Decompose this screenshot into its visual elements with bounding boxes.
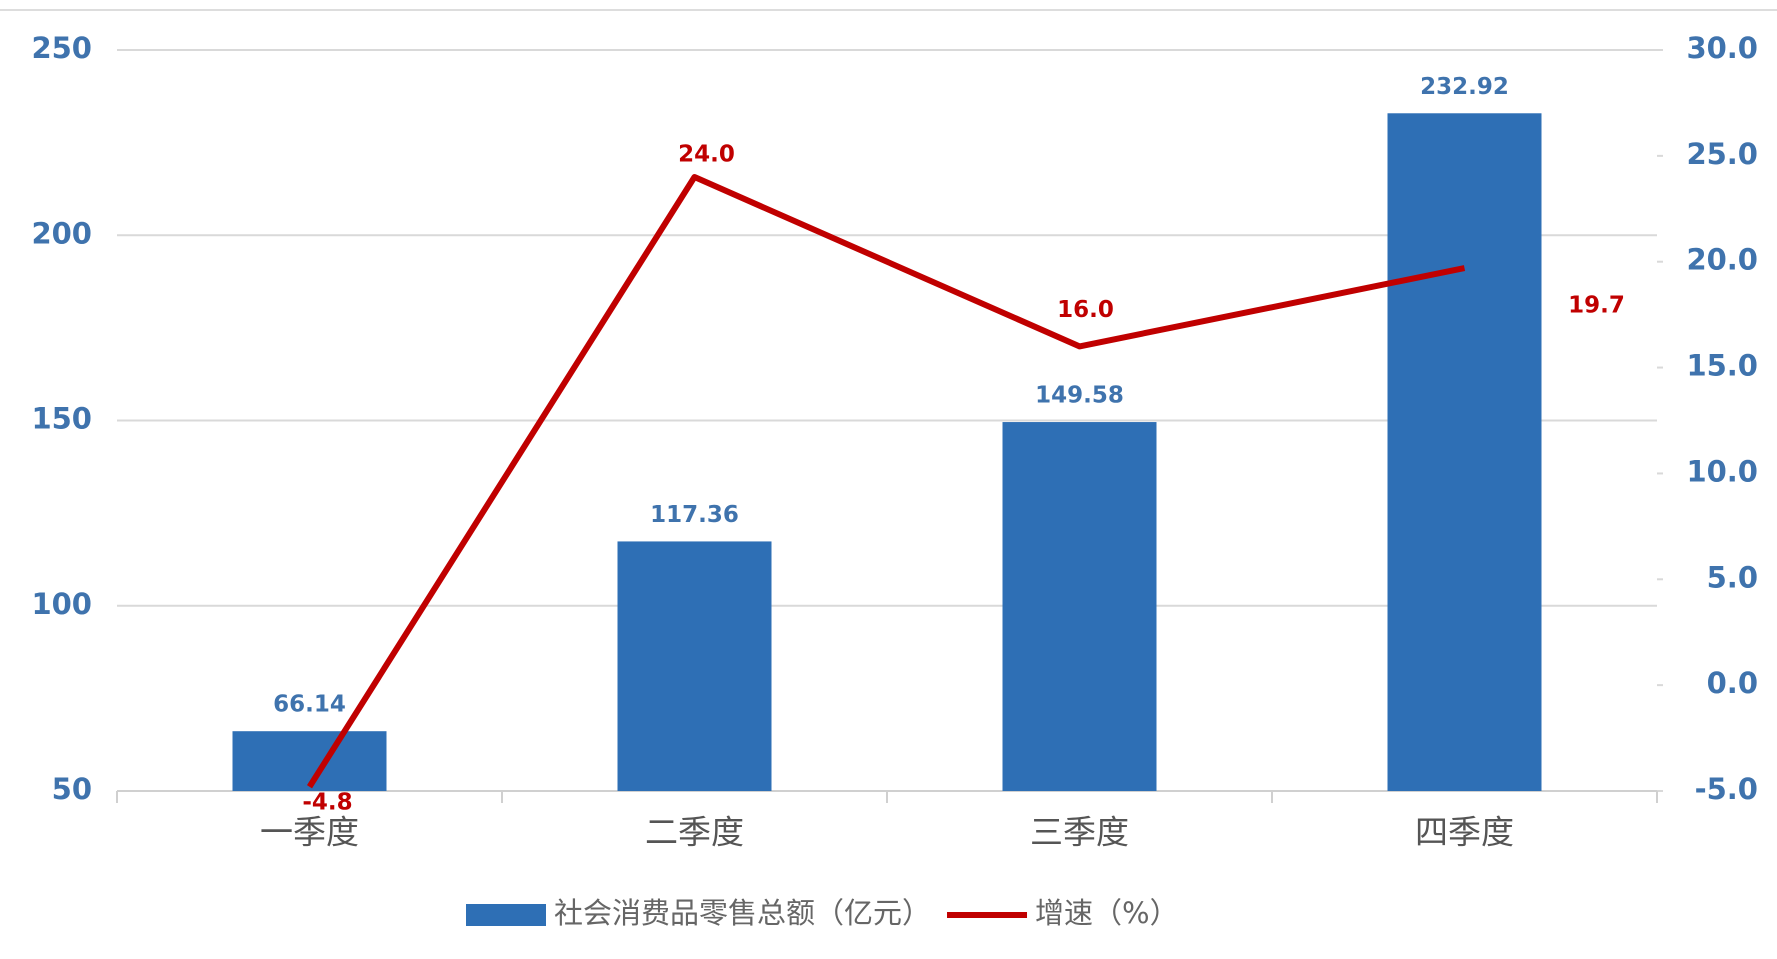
y2-tick-label: 0.0 (1707, 666, 1758, 700)
y-tick-label: 100 (31, 587, 92, 621)
bar (1002, 422, 1157, 791)
y-tick-label: 200 (31, 216, 92, 250)
y2-tick-label: 15.0 (1686, 349, 1758, 383)
bar-value-label: 149.58 (1035, 383, 1124, 409)
x-tick-label: 四季度 (1415, 813, 1514, 852)
bar-value-label: 232.92 (1420, 74, 1509, 100)
bar-value-label: 66.14 (273, 692, 346, 718)
y2-tick-label: -5.0 (1695, 772, 1758, 806)
legend-label: 增速（%） (1035, 896, 1179, 930)
x-tick-label: 一季度 (260, 813, 359, 852)
bar (232, 731, 387, 791)
line (306, 174, 1466, 789)
y2-tick-label: 5.0 (1707, 560, 1758, 594)
y-tick-label: 150 (31, 402, 92, 436)
legend-swatch (466, 904, 546, 926)
y2-tick-label: 10.0 (1686, 454, 1758, 488)
y2-tick-label: 20.0 (1686, 243, 1758, 277)
bar (1387, 113, 1542, 792)
line-value-label: 24.0 (678, 142, 735, 168)
line-value-label: 19.7 (1568, 293, 1625, 319)
x-tick-label: 三季度 (1030, 813, 1129, 852)
legend-label: 社会消费品零售总额（亿元） (554, 896, 931, 930)
bar-value-label: 117.36 (650, 502, 739, 528)
y2-tick-label: 25.0 (1686, 137, 1758, 171)
y-tick-label: 250 (31, 31, 92, 65)
y2-tick-label: 30.0 (1686, 31, 1758, 65)
line-value-label: 16.0 (1057, 297, 1114, 323)
line-value-label: -4.8 (302, 789, 352, 815)
x-tick-label: 二季度 (645, 813, 744, 852)
y-tick-label: 50 (52, 772, 92, 806)
bar (617, 541, 772, 791)
